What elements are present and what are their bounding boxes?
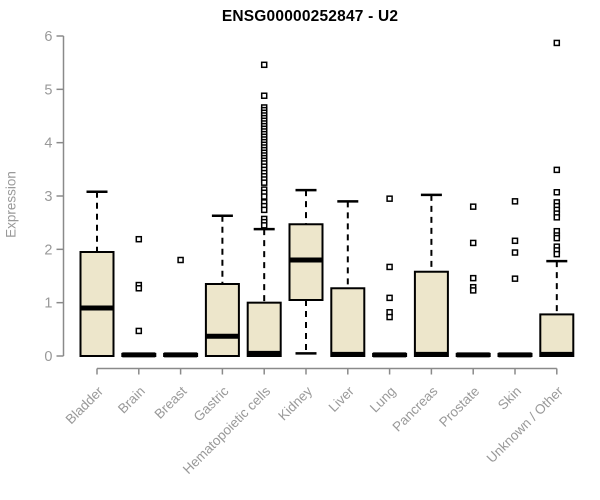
outlier-marker [511, 249, 519, 256]
box-rect [330, 287, 366, 357]
box-rect [79, 251, 115, 357]
y-tick-label: 4 [44, 136, 52, 152]
y-tick-label: 6 [44, 29, 52, 45]
outlier-marker [386, 294, 393, 302]
category-label: Unknown / Other [484, 383, 567, 466]
category-label: Pancreas [390, 383, 441, 434]
outlier-marker [177, 256, 184, 264]
outlier-marker [511, 198, 519, 205]
outlier-marker [260, 179, 268, 186]
y-tick-label: 0 [44, 349, 52, 365]
y-tick-label: 5 [44, 82, 52, 98]
outlier-marker [469, 287, 477, 294]
box-rect [413, 270, 449, 358]
category-label: Skin [495, 384, 524, 413]
box-rect [246, 301, 282, 357]
outlier-marker [135, 235, 143, 243]
outlier-marker [260, 206, 268, 214]
category-label: Prostate [436, 384, 482, 430]
outlier-marker [260, 193, 268, 200]
outlier-marker [553, 250, 561, 258]
outlier-marker [469, 203, 477, 210]
category-label: Liver [326, 383, 358, 415]
box-rect [204, 283, 240, 357]
category-label: Gastric [191, 383, 232, 424]
outlier-marker [260, 222, 268, 229]
outlier-marker [553, 234, 561, 242]
outlier-marker [135, 285, 143, 292]
category-label: Bladder [63, 383, 107, 427]
outlier-marker [135, 327, 143, 335]
outlier-marker [386, 313, 393, 321]
outlier-marker [553, 39, 561, 47]
outlier-marker [511, 275, 519, 282]
outlier-marker [553, 189, 561, 196]
category-label: Brain [115, 384, 148, 417]
category-label: Lung [367, 384, 399, 416]
outlier-marker [553, 166, 561, 174]
y-tick-label: 1 [44, 296, 52, 312]
box-rect [539, 313, 575, 357]
category-label: Kidney [275, 383, 315, 423]
category-label: Breast [152, 383, 190, 421]
outlier-marker [260, 61, 268, 69]
chart-title: ENSG00000252847 - U2 [221, 8, 399, 25]
outlier-marker [511, 237, 519, 245]
outlier-marker [553, 214, 561, 221]
outlier-marker [260, 92, 268, 99]
outlier-marker [386, 195, 393, 202]
outlier-marker [469, 274, 477, 282]
outlier-marker [469, 239, 477, 247]
outlier-marker [386, 263, 393, 271]
y-tick-label: 2 [44, 242, 52, 258]
y-tick-label: 3 [44, 189, 52, 205]
